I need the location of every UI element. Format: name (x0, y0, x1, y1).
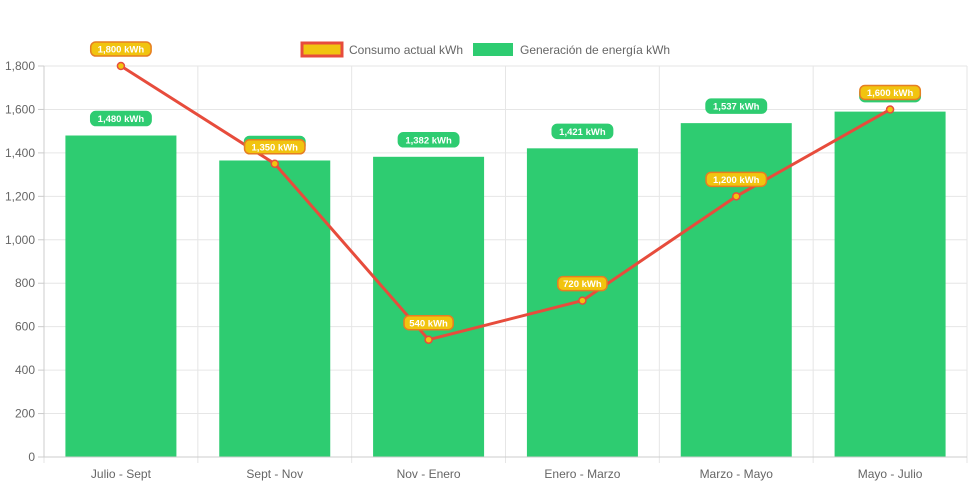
bar[interactable] (834, 111, 946, 457)
line-point[interactable] (424, 335, 433, 344)
x-tick-label: Marzo - Mayo (700, 467, 774, 481)
y-tick-label: 0 (28, 450, 35, 464)
x-tick-label: Sept - Nov (246, 467, 303, 481)
legend-swatch-generation[interactable] (473, 43, 513, 56)
line-data-label-box (705, 171, 768, 188)
y-tick-label: 400 (15, 363, 35, 377)
legend-swatch-consumption[interactable] (300, 41, 344, 58)
line-data-label: 1,350 kWh (252, 142, 299, 153)
axes: 0 200 400 600 800 1,000 1,200 1,400 1,600 1,800 Ju… (5, 59, 967, 481)
line-point[interactable] (578, 296, 587, 305)
line-data-label-box (557, 275, 608, 292)
line-data-label-box (403, 314, 454, 331)
y-tick-label: 1,400 (5, 146, 35, 160)
y-tick-label: 600 (15, 320, 35, 334)
y-tick-label: 200 (15, 407, 35, 421)
bar[interactable] (65, 135, 177, 457)
line-data-label: 1,600 kWh (867, 88, 914, 99)
x-tick-label: Julio - Sept (91, 467, 152, 481)
y-tick-label: 1,800 (5, 59, 35, 73)
line-point[interactable] (116, 61, 126, 71)
grid (43, 65, 968, 463)
line-point[interactable] (270, 159, 279, 168)
line-data-label-box (89, 41, 152, 57)
line-data-label: 1,800 kWh (98, 45, 145, 56)
line-point[interactable] (732, 192, 741, 201)
y-tick-label: 1,200 (5, 189, 35, 203)
bar[interactable] (373, 156, 485, 457)
bar-data-label: 1,480 kWh (98, 114, 145, 125)
legend-label-consumption[interactable]: Consumo actual kWh (349, 43, 463, 57)
bar-data-label: 1,421 kWh (559, 127, 606, 138)
line-point[interactable] (885, 105, 895, 114)
line-data-label: 540 kWh (409, 318, 448, 329)
bar-data-label: 1,537 kWh (713, 102, 760, 113)
x-tick-label: Nov - Enero (397, 467, 461, 481)
y-tick-label: 800 (15, 276, 35, 290)
y-tick-label: 1,000 (5, 233, 35, 247)
line-data-label: 720 kWh (563, 279, 602, 290)
bar-data-label-box (397, 132, 460, 148)
bar-data-label: 1,382 kWh (405, 135, 452, 146)
bar-data-label-box (705, 98, 768, 114)
y-tick-label: 1,600 (5, 102, 35, 116)
legend: Consumo actual kWh Generación de energía … (300, 41, 670, 58)
bar-data-label-box (551, 123, 614, 140)
bar[interactable] (219, 160, 331, 457)
line-data-label-box (243, 139, 306, 155)
x-tick-label: Mayo - Julio (858, 467, 923, 481)
legend-label-generation[interactable]: Generación de energía kWh (520, 43, 670, 57)
x-tick-label: Enero - Marzo (544, 467, 620, 481)
line-data-label: 1,200 kWh (713, 175, 760, 186)
line-data-label-box (859, 84, 922, 101)
bar-data-label-box (89, 110, 152, 127)
